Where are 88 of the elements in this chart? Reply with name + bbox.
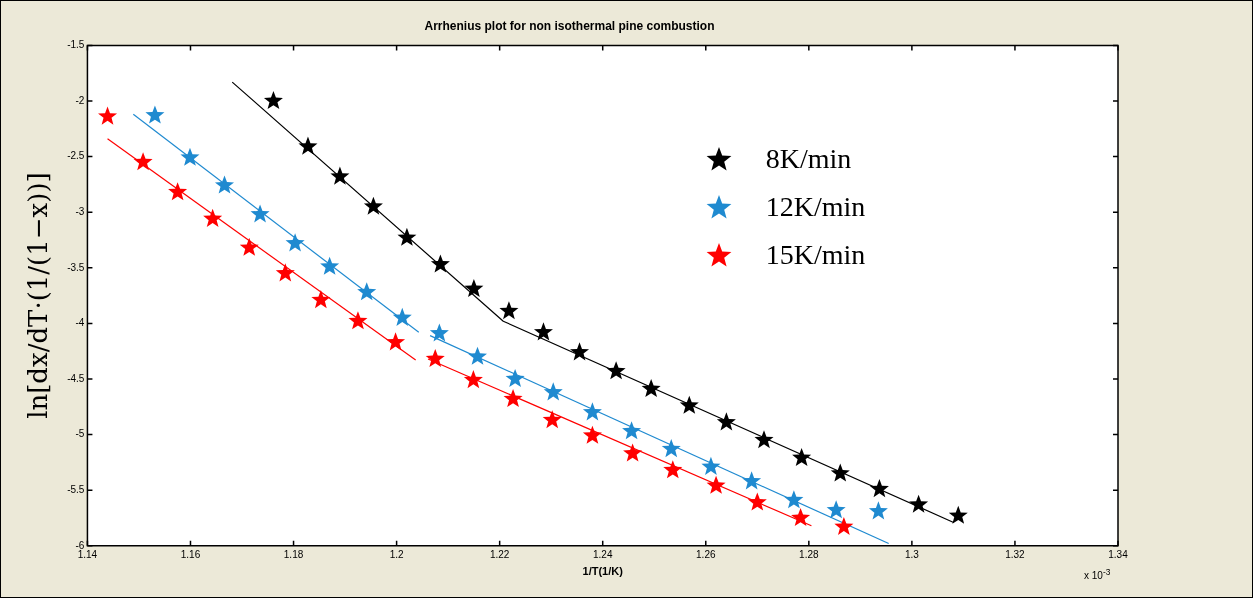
y-tick-label: -2.5 <box>67 150 85 162</box>
point <box>180 147 200 166</box>
legend-label: 12K/min <box>765 191 866 224</box>
point <box>263 91 283 110</box>
x-axis-title: 1/T(1/K) <box>582 565 624 578</box>
point <box>679 395 699 414</box>
point <box>716 412 736 431</box>
point <box>570 342 590 361</box>
point <box>425 348 445 368</box>
point <box>869 479 889 498</box>
point <box>363 196 383 215</box>
point <box>742 471 762 490</box>
point <box>429 323 449 342</box>
y-tick-label: -5 <box>75 428 85 440</box>
point <box>701 456 721 475</box>
point <box>397 227 417 246</box>
point <box>623 443 643 462</box>
point <box>467 346 488 365</box>
x-tick-label: 1.2 <box>389 548 404 560</box>
x-tick-label: 1.32 <box>1005 548 1026 560</box>
legend-label: 15K/min <box>765 239 866 272</box>
x-tick-label: 1.28 <box>799 548 819 560</box>
y-tick-label: -4.5 <box>67 372 85 384</box>
y-tick-label: -1.5 <box>67 39 85 51</box>
point <box>784 490 804 509</box>
point <box>909 494 929 513</box>
point <box>214 175 235 194</box>
point <box>948 505 968 524</box>
point <box>582 425 602 444</box>
x-tick-label: 1.14 <box>77 548 98 560</box>
chart-title: Arrhenius plot for non isothermal pine combustion <box>424 18 715 33</box>
point <box>348 311 368 330</box>
point <box>330 166 350 185</box>
x-tick-label: 1.3 <box>904 548 920 560</box>
x-tick-label: 1.16 <box>180 548 201 560</box>
point <box>830 463 850 482</box>
point <box>463 370 483 389</box>
point <box>386 332 406 351</box>
point <box>503 389 523 408</box>
point <box>464 278 484 298</box>
point <box>250 204 270 223</box>
text: x 10$^{-3}$ <box>1084 567 1111 582</box>
point <box>606 361 626 380</box>
point <box>320 256 340 275</box>
point <box>499 301 519 320</box>
y-tick-label: -4 <box>75 317 85 329</box>
point <box>311 290 331 309</box>
point <box>663 460 683 479</box>
x-tick-label: 1.22 <box>489 548 510 560</box>
y-tick-label: -3.5 <box>67 261 85 273</box>
point <box>98 106 118 125</box>
point <box>706 475 726 494</box>
point <box>285 233 305 252</box>
x-tick-label: 1.34 <box>1108 548 1129 560</box>
x-tick-label: 1.18 <box>283 548 304 560</box>
y-tick-label: -5.5 <box>67 483 85 495</box>
point <box>543 382 563 401</box>
point <box>505 369 525 388</box>
x-tick-label: 1.24 <box>592 548 613 560</box>
y-axis-title: ln[dx/dT·(1/(1−x))] <box>23 172 54 419</box>
point <box>533 322 553 341</box>
point <box>239 237 259 256</box>
point <box>168 182 188 201</box>
point <box>868 501 888 520</box>
point <box>582 402 602 421</box>
point <box>203 208 223 227</box>
point <box>430 254 450 273</box>
legend-label: 8K/min <box>765 143 852 176</box>
point <box>133 152 153 171</box>
point <box>661 439 681 458</box>
point <box>641 379 661 398</box>
point <box>754 430 774 449</box>
point <box>791 508 811 527</box>
y-tick-label: -3 <box>75 205 85 217</box>
point <box>747 492 767 511</box>
point <box>357 282 377 301</box>
point <box>542 410 562 429</box>
point <box>622 421 642 440</box>
point <box>826 500 846 519</box>
x-tick-label: 1.26 <box>696 548 716 560</box>
y-tick-label: -2 <box>75 94 85 106</box>
point <box>298 136 318 155</box>
y-tick-label: -6 <box>75 539 85 551</box>
point <box>392 307 412 326</box>
point <box>145 105 165 124</box>
point <box>275 263 295 282</box>
point <box>834 516 854 535</box>
point <box>792 447 812 467</box>
